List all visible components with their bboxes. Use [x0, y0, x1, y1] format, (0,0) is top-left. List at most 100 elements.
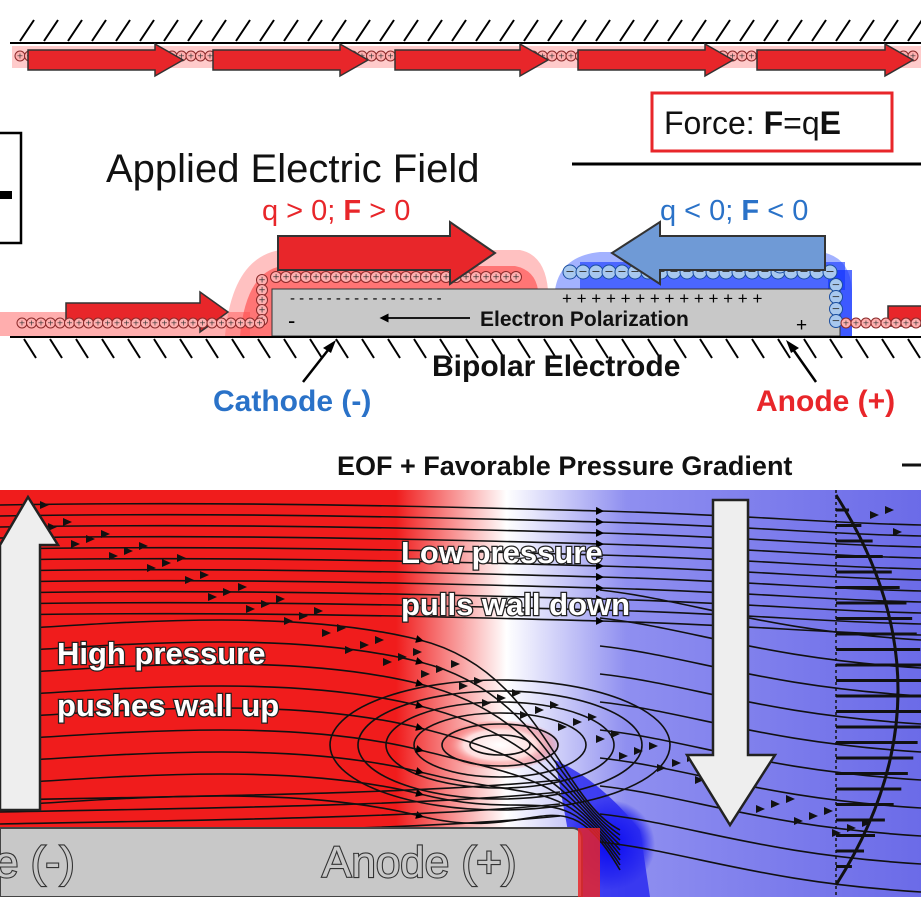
- ion-sign: +: [568, 51, 575, 60]
- field-symbol: E: [820, 105, 841, 141]
- streamline-arrowhead: [314, 607, 323, 615]
- ion-sign: −: [832, 303, 841, 315]
- streamline: [0, 557, 921, 581]
- hatch-mark: [205, 338, 219, 359]
- top-ion-layer: ++++++++++++++++++++++++++++++++++++++++…: [12, 42, 921, 78]
- bottom-cathode-label: e (-): [0, 838, 75, 887]
- hatch-mark: [595, 19, 611, 42]
- force-symbol: F: [764, 105, 784, 141]
- streamline: [0, 612, 921, 636]
- ion-sign: −: [682, 265, 691, 278]
- streamline-arrowhead: [672, 759, 681, 767]
- velocity-profile: [834, 490, 921, 897]
- ion-sign: +: [482, 272, 489, 282]
- streamline-arrowhead: [284, 617, 293, 625]
- streamline: [0, 779, 561, 801]
- ion-sign: +: [104, 318, 111, 327]
- hatch-mark: [855, 338, 869, 359]
- hatch-mark: [331, 19, 347, 42]
- streamline-arrowhead: [185, 576, 194, 584]
- streamline-arrowhead: [870, 511, 879, 519]
- ion-sign: +: [171, 318, 178, 327]
- ion-sign: +: [133, 318, 140, 327]
- vortex-streamline: [329, 679, 671, 811]
- streamline-arrowhead: [322, 629, 331, 637]
- ion: [910, 317, 921, 329]
- streamline-arrowhead: [809, 812, 818, 820]
- streamline: [0, 546, 921, 570]
- electrode-minus-row: - - - - - - - - - - - - - - - - -: [290, 290, 442, 307]
- ion-sign: +: [197, 51, 204, 60]
- streamline: [0, 685, 621, 846]
- force-eq: =q: [783, 105, 819, 141]
- bottom-panel-title: EOF + Favorable Pressure Gradient: [337, 451, 792, 481]
- streamline-arrowhead: [436, 665, 445, 673]
- hatch-mark: [361, 338, 375, 359]
- ion-sign: +: [502, 272, 509, 282]
- ion-sign: −: [799, 265, 808, 278]
- ion-sign: −: [591, 265, 600, 278]
- hatch-mark: [907, 338, 921, 359]
- streamline-arrowhead: [375, 636, 384, 644]
- ion-sign: +: [302, 272, 309, 282]
- streamline-arrowhead: [824, 807, 833, 815]
- ion-sign: +: [180, 318, 187, 327]
- streamline: [0, 773, 621, 866]
- streamline-arrowhead: [63, 518, 72, 526]
- streamline-arrowhead: [497, 694, 506, 702]
- applied-field-label: Applied Electric Field: [106, 147, 480, 191]
- ion: [510, 271, 522, 283]
- streamline-arrowhead: [246, 605, 255, 613]
- hatch-mark: [67, 19, 83, 42]
- streamline: [0, 590, 921, 614]
- ion-sign: +: [442, 272, 449, 282]
- hatch-mark: [439, 338, 453, 359]
- electrode-plus-sign: +: [796, 315, 807, 336]
- streamline-arrowhead: [147, 564, 156, 572]
- hatch-mark: [427, 19, 443, 42]
- streamline: [0, 502, 921, 526]
- ion-sign: +: [38, 318, 45, 327]
- ion-sign: +: [853, 318, 860, 327]
- streamline-arrowhead: [398, 653, 407, 661]
- hatch-mark: [153, 338, 167, 359]
- ion-sign: +: [19, 318, 26, 327]
- bottom-electrode: [0, 827, 600, 897]
- streamline-arrowhead: [139, 542, 148, 550]
- high-pressure-line2: pushes wall up: [57, 688, 279, 723]
- ion-sign: +: [76, 318, 83, 327]
- streamlines: [0, 501, 921, 893]
- streamline: [0, 729, 621, 856]
- ion-sign: +: [57, 318, 64, 327]
- hatch-mark: [475, 19, 491, 42]
- ion-sign: +: [903, 318, 910, 327]
- streamline-arrowhead: [573, 718, 582, 726]
- ion-sign: −: [630, 265, 639, 278]
- right-channel-ions: + + + + + + + +: [840, 317, 921, 329]
- ion-sign: +: [729, 51, 736, 60]
- ion-sign: −: [825, 265, 834, 278]
- streamline: [0, 751, 621, 861]
- hatch-mark: [379, 19, 395, 42]
- streamline-arrowhead: [695, 776, 704, 784]
- eof-arrow: [212, 42, 370, 78]
- hatch-mark: [23, 338, 37, 359]
- pressure-down-arrow: [684, 498, 778, 828]
- hatch-mark: [739, 19, 755, 42]
- streamline-arrowhead: [847, 824, 856, 832]
- ion-sign: −: [617, 265, 626, 278]
- streamline-arrowhead: [512, 689, 521, 697]
- ion-sign: +: [209, 318, 216, 327]
- ion-sign: +: [161, 318, 168, 327]
- ion-sign: +: [292, 272, 299, 282]
- streamline-arrowhead: [535, 706, 544, 714]
- streamline: [0, 803, 561, 825]
- hatch-mark: [725, 338, 739, 359]
- hatch-mark: [127, 338, 141, 359]
- ion-sign: −: [760, 265, 769, 278]
- ion-sign: +: [188, 51, 195, 60]
- hatch-mark: [465, 338, 479, 359]
- eof-arrow: [394, 42, 550, 78]
- streamline-arrowhead: [558, 723, 567, 731]
- streamline-arrowhead: [200, 571, 209, 579]
